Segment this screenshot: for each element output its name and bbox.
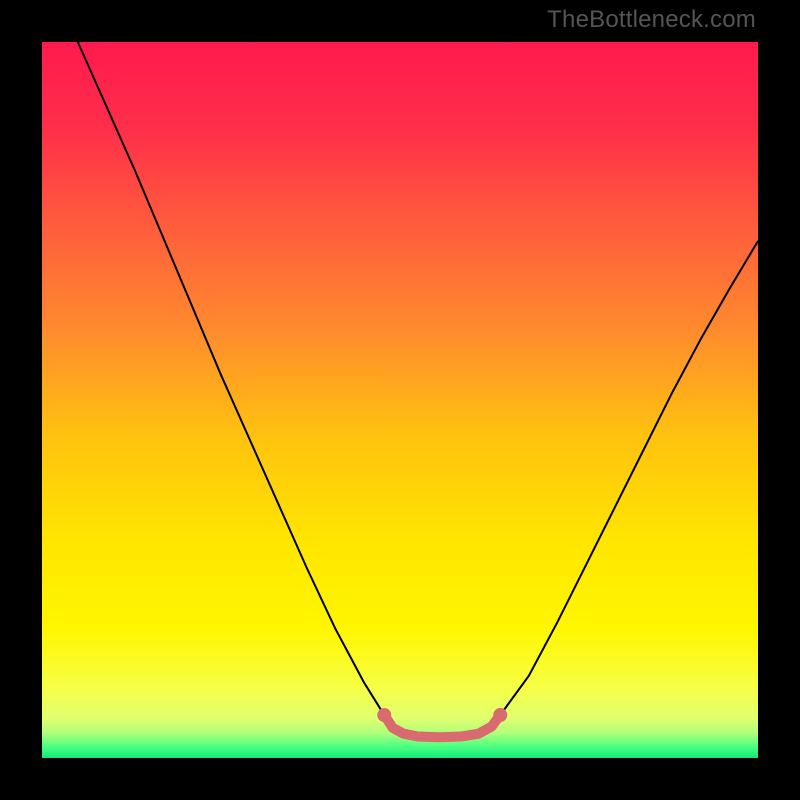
- curve-trough: [384, 715, 500, 737]
- curve-right-branch: [500, 241, 758, 715]
- chart-frame: TheBottleneck.com: [0, 0, 800, 800]
- chart-curve: [42, 42, 758, 758]
- plot-area: [42, 42, 758, 758]
- watermark-label: TheBottleneck.com: [547, 6, 756, 34]
- trough-end-marker: [493, 708, 507, 722]
- curve-left-branch: [78, 42, 384, 715]
- trough-start-marker: [377, 708, 391, 722]
